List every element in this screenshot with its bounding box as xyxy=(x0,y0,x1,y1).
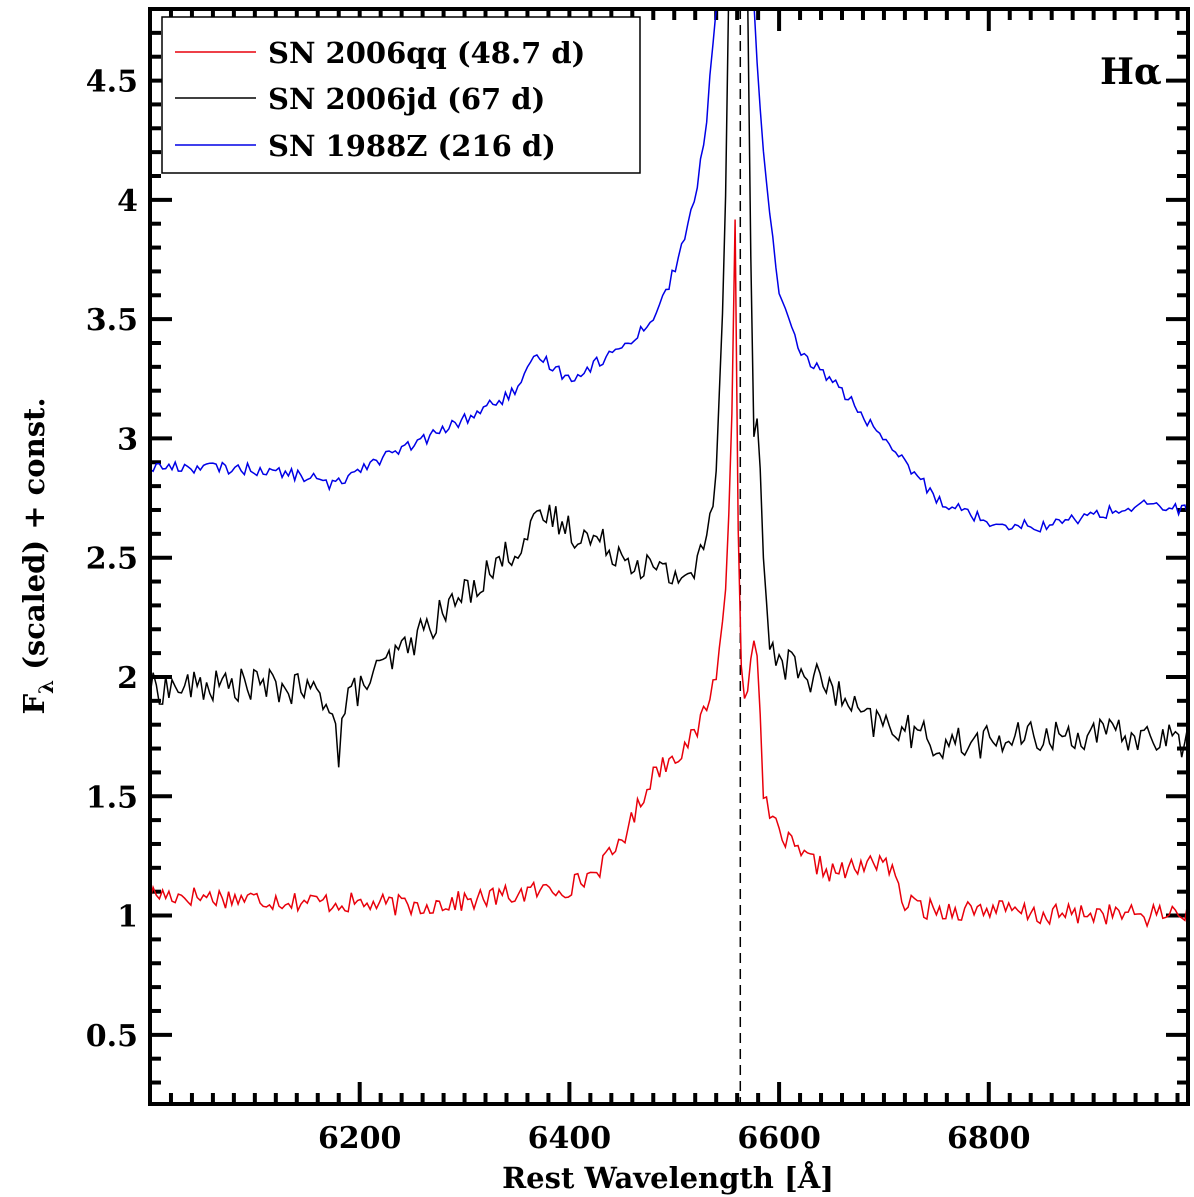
y-axis-title-subscript: λ xyxy=(34,680,58,694)
y-axis-title-main: F xyxy=(17,694,51,715)
legend-label-sn2006jd: SN 2006jd (67 d) xyxy=(268,82,545,116)
y-tick-label: 1.5 xyxy=(86,780,138,815)
y-tick-label: 4.5 xyxy=(86,65,138,100)
y-tick-label: 1 xyxy=(117,900,138,935)
svg-text:Fλ (scaled) + const.: Fλ (scaled) + const. xyxy=(17,397,58,714)
legend: SN 2006qq (48.7 d) SN 2006jd (67 d) SN 1… xyxy=(161,16,641,174)
legend-label-sn1988z: SN 1988Z (216 d) xyxy=(268,129,556,163)
series-line-1 xyxy=(150,9,1188,768)
y-tick-label: 3.5 xyxy=(86,303,138,338)
series-line-0 xyxy=(150,219,1188,929)
x-tick-label: 6600 xyxy=(737,1121,821,1156)
y-tick-label: 3 xyxy=(117,422,138,457)
x-tick-label: 6800 xyxy=(947,1121,1031,1156)
legend-box xyxy=(161,16,641,174)
tick-labels: 6200 6400 6600 6800 0.5 1 1.5 2 2.5 3 3.5 4 4.5 xyxy=(86,65,1031,1156)
y-tick-label: 2 xyxy=(117,661,138,696)
plot-frame xyxy=(148,7,1190,1106)
y-tick-label: 0.5 xyxy=(86,1019,138,1054)
x-axis-title: Rest Wavelength [Å] xyxy=(502,1160,834,1195)
y-tick-label: 2.5 xyxy=(86,542,138,577)
x-tick-label: 6200 xyxy=(318,1121,402,1156)
series-line-2 xyxy=(150,9,1188,533)
legend-label-sn2006qq: SN 2006qq (48.7 d) xyxy=(268,36,585,70)
x-tick-label: 6400 xyxy=(528,1121,612,1156)
annotation-h-alpha: Hα xyxy=(1100,51,1162,93)
series-layer xyxy=(150,9,1188,929)
y-axis-title: Fλ (scaled) + const. xyxy=(17,397,58,714)
y-axis-title-rest: (scaled) + const. xyxy=(17,397,51,679)
y-tick-label: 4 xyxy=(117,184,138,219)
